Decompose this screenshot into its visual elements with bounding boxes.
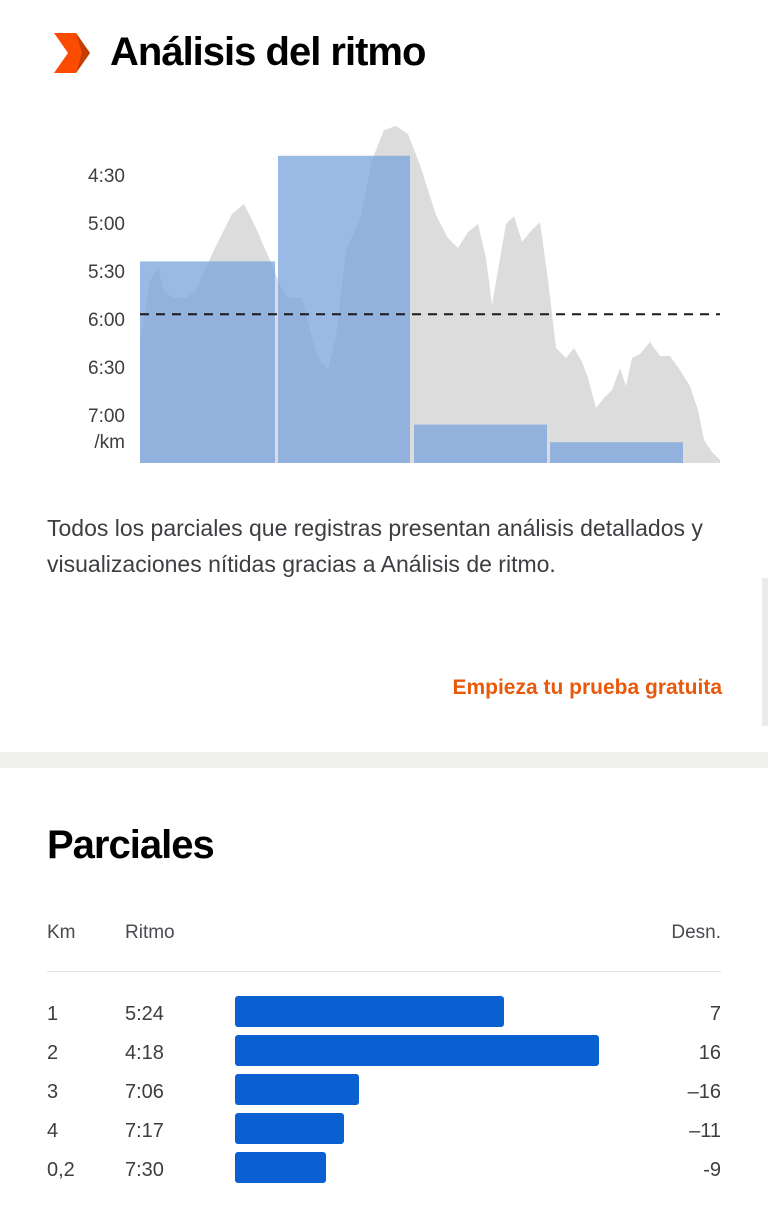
split-pace: 7:30 (125, 1159, 164, 1181)
split-pace: 5:24 (125, 1003, 164, 1025)
split-pace-bar (235, 1035, 599, 1066)
split-elevation: –11 (689, 1120, 721, 1142)
split-row: 0,2 7:30 -9 (0, 1152, 768, 1191)
pace-analysis-title: Análisis del ritmo (110, 30, 426, 74)
split-km: 4 (47, 1120, 59, 1142)
split-pace-bar (235, 1074, 359, 1105)
orange-chevron-logo-icon (54, 33, 90, 73)
split-km: 0,2 (47, 1159, 75, 1181)
chart-split-bar (550, 442, 683, 463)
split-elevation: 16 (698, 1042, 721, 1064)
split-row: 4 7:17 –11 (0, 1113, 768, 1152)
split-row: 2 4:18 16 (0, 1035, 768, 1074)
header-divider (47, 971, 721, 972)
header-km: Km (47, 922, 76, 943)
section-divider (0, 752, 768, 768)
header-elevation: Desn. (671, 922, 721, 943)
chart-split-bar (140, 261, 275, 463)
split-km: 3 (47, 1081, 59, 1103)
split-pace-bar (235, 1113, 344, 1144)
split-km: 2 (47, 1042, 59, 1064)
split-row: 3 7:06 –16 (0, 1074, 768, 1113)
pace-analysis-description: Todos los parciales que registras presen… (47, 515, 703, 577)
split-pace: 4:18 (125, 1042, 164, 1064)
y-tick-label: 5:00 (88, 214, 125, 235)
splits-title: Parciales (47, 823, 215, 867)
pace-chart-svg: 4:30 5:00 5:30 6:00 6:30 7:00/km (88, 126, 720, 464)
pace-analysis-header (52, 28, 92, 78)
split-pace: 7:06 (125, 1081, 164, 1103)
split-elevation: -9 (703, 1159, 721, 1181)
split-row: 1 5:24 7 (0, 996, 768, 1035)
y-tick-label: 6:30 (88, 358, 125, 379)
split-pace-bar (235, 996, 504, 1027)
split-km: 1 (47, 1003, 59, 1025)
y-tick-label: 5:30 (88, 262, 125, 283)
chart-split-bar (278, 155, 410, 464)
chart-split-bar (414, 424, 547, 463)
scrollbar[interactable] (762, 578, 768, 726)
start-free-trial-link[interactable]: Empieza tu prueba gratuita (452, 676, 722, 699)
split-elevation: 7 (709, 1003, 721, 1025)
split-pace-bar (235, 1152, 326, 1183)
y-tick-label: 6:00 (88, 310, 125, 331)
y-tick-label: 4:30 (88, 166, 125, 187)
pace-analysis-section: Análisis del ritmo 4:30 5:00 5:30 6:00 6:30 7… (0, 28, 768, 726)
split-pace: 7:17 (125, 1120, 164, 1142)
y-unit-label: /km (94, 432, 125, 453)
header-pace: Ritmo (125, 922, 175, 943)
splits-section: Parciales Km Ritmo Desn. 1 5:24 7 2 4:18… (0, 768, 768, 1221)
split-elevation: –16 (687, 1081, 721, 1103)
y-tick-label: 7:00 (88, 406, 125, 427)
pace-chart: 4:30 5:00 5:30 6:00 6:30 7:00/km (0, 100, 768, 480)
